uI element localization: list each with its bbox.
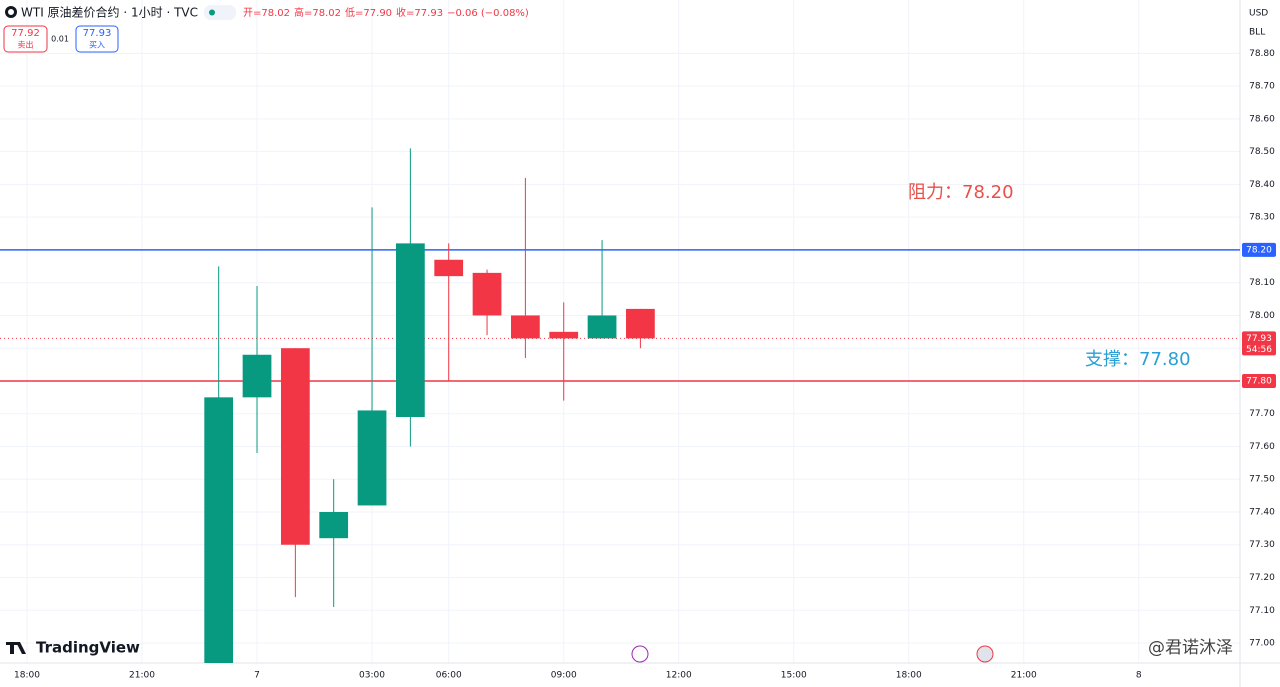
sell-label: 卖出: [18, 40, 34, 50]
x-tick-label: 15:00: [781, 671, 807, 681]
sell-price: 77.92: [11, 28, 40, 39]
y-tick-label: 77.30: [1249, 540, 1275, 550]
header: WTI 原油差价合约 · 1小时 · TVC 开=78.02 高=78.02 低=7…: [3, 5, 1268, 663]
indicator[interactable]: BLL: [1249, 28, 1265, 38]
candle-body: [626, 308, 655, 339]
y-tick-label: 77.20: [1249, 573, 1275, 583]
candle-body: [395, 243, 425, 417]
candles: [204, 148, 655, 663]
status: [204, 5, 236, 20]
y-tick-label: 78.00: [1249, 311, 1275, 321]
candle-body: [280, 348, 310, 545]
ohlc-value: 收=77.93: [396, 6, 443, 19]
candle-body: [434, 259, 464, 277]
level-label: 77.80: [1246, 376, 1272, 386]
x-tick-label: 12:00: [666, 671, 692, 681]
candle-body: [242, 354, 272, 398]
candle-body: [549, 331, 579, 339]
level-label-box: [1242, 242, 1276, 257]
candle-body: [511, 315, 540, 339]
x-tick-label: 03:00: [359, 671, 385, 681]
level-label-box: [1242, 373, 1276, 388]
symbol: WTI 原油差价合约 · 1小时 · TVC: [21, 5, 198, 20]
y-tick-label: 78.10: [1249, 278, 1275, 288]
brand-logo: [6, 642, 26, 654]
axes: 77.00 77.10 77.20 77.30 77.40 77.50 77.60 77.70…: [14, 49, 1276, 681]
event-icon[interactable]: [631, 645, 649, 663]
x-tick-label: 21:00: [1011, 671, 1037, 681]
currency[interactable]: USD: [1249, 9, 1268, 19]
grid: [0, 0, 1240, 663]
ohlc-value: 开=78.02: [243, 8, 290, 19]
watermark: @君诺沐泽: [1148, 638, 1233, 658]
last-price-label: 77.93: [1246, 334, 1272, 344]
status-dot: [209, 9, 215, 16]
ohlc-value: −0.06 (−0.08%): [447, 8, 529, 19]
spread: 0.01: [51, 35, 69, 44]
y-tick-label: 78.70: [1249, 82, 1275, 92]
candle-body: [204, 397, 234, 663]
y-tick-label: 78.60: [1249, 114, 1275, 124]
level-annotation: 支撑：77.80: [1085, 349, 1191, 370]
x-tick-label: 09:00: [551, 671, 577, 681]
y-tick-label: 78.50: [1249, 147, 1275, 157]
y-tick-label: 78.30: [1249, 213, 1275, 223]
y-tick-label: 77.00: [1249, 639, 1275, 649]
candle-body: [319, 511, 349, 539]
x-tick-label: 7: [254, 671, 260, 681]
countdown: 54:56: [1246, 345, 1272, 355]
buy-price: 77.93: [83, 28, 112, 39]
level-annotation: 阻力：78.20: [908, 182, 1014, 203]
candle-body: [472, 272, 502, 316]
y-tick-label: 77.10: [1249, 606, 1275, 616]
x-tick-label: 21:00: [129, 671, 155, 681]
buy-label: 买入: [89, 41, 105, 50]
y-tick-label: 77.70: [1249, 409, 1275, 419]
y-tick-label: 77.40: [1249, 507, 1275, 517]
y-tick-label: 77.50: [1249, 475, 1275, 485]
buy-button[interactable]: [75, 25, 119, 53]
candle-body: [357, 410, 387, 506]
brand: TradingView: [36, 639, 140, 657]
ohlc-value: 高=78.02: [294, 6, 341, 19]
candle-body: [587, 315, 617, 339]
x-tick-label: 8: [1136, 671, 1142, 681]
event-icon[interactable]: [976, 645, 994, 663]
levels: [0, 249, 1240, 382]
x-tick-label: 18:00: [896, 671, 922, 681]
y-tick-label: 77.60: [1249, 442, 1275, 452]
level-label: 78.20: [1246, 245, 1272, 255]
x-tick-label: 18:00: [14, 671, 40, 681]
y-tick-label: 78.80: [1249, 49, 1275, 59]
x-tick-label: 06:00: [436, 671, 462, 681]
y-tick-label: 78.40: [1249, 180, 1275, 190]
sell-button[interactable]: [3, 25, 48, 53]
ohlc: 开=78.02 高=78.02 低=77.90 收=77.93 −0.06 (−0.08…: [243, 6, 529, 19]
ohlc-value: 低=77.90: [345, 6, 392, 19]
symbol-icon: [8, 9, 14, 15]
last-price-box: [1242, 331, 1276, 356]
